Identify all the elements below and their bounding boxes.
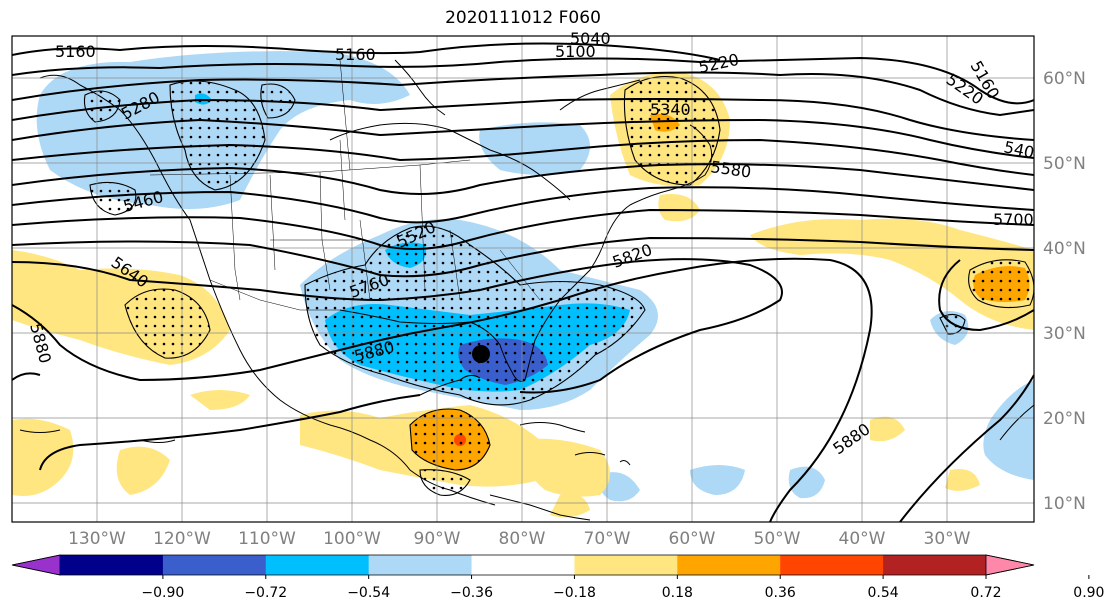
lon-label: 40°W	[839, 529, 886, 549]
lon-label: 30°W	[924, 529, 971, 549]
lon-label: 120°W	[153, 529, 211, 549]
lat-label: 40°N	[1043, 239, 1086, 259]
colorbar-segment	[471, 555, 575, 575]
colorbar-extend-low	[11, 554, 61, 576]
contour-label: 5160	[55, 42, 96, 61]
contour-label: 5040	[570, 29, 611, 48]
lat-label: 60°N	[1043, 69, 1086, 89]
colorbar-tick-label: −0.54	[347, 585, 390, 601]
lon-label: 80°W	[499, 529, 546, 549]
colorbar-tick-label: −0.72	[244, 585, 287, 601]
colorbar-tick-label: −0.90	[141, 585, 184, 601]
colorbar-tick-label: 0.72	[970, 585, 1001, 601]
lat-label: 50°N	[1043, 154, 1086, 174]
colorbar-tick-label: −0.18	[553, 585, 596, 601]
colorbar-tick-label: 0.36	[765, 585, 796, 601]
colorbar-segment	[574, 555, 678, 575]
lon-label: 130°W	[68, 529, 126, 549]
lat-label: 10°N	[1043, 494, 1086, 514]
map-title: 2020111012 F060	[445, 8, 601, 28]
contour-label: 5160	[335, 45, 376, 64]
colorbar-tick-label: 0.18	[662, 585, 693, 601]
colorbar-tick-label: 0.54	[868, 585, 899, 601]
lon-label: 70°W	[584, 529, 631, 549]
contour-label: 5100	[555, 42, 596, 61]
colorbar: −0.90 −0.72 −0.54 −0.36 −0.18 0.18 0.36 0.54 0.7…	[11, 554, 1104, 601]
lon-label: 60°W	[669, 529, 716, 549]
contour-label: 5700	[993, 210, 1034, 229]
colorbar-extend-high	[985, 554, 1035, 576]
contour-label: 5340	[650, 100, 691, 119]
lon-label: 100°W	[323, 529, 381, 549]
colorbar-tick-label: −0.36	[450, 585, 493, 601]
colorbar-segment	[265, 555, 370, 575]
lon-label: 50°W	[754, 529, 801, 549]
colorbar-outline	[11, 554, 1035, 576]
height-contours	[12, 42, 1034, 522]
lat-label: 30°N	[1043, 324, 1086, 344]
longitude-labels: 130°W 120°W 110°W 100°W 90°W 80°W 70°W 6…	[68, 529, 971, 549]
lat-label: 20°N	[1043, 409, 1086, 429]
colorbar-segment	[883, 555, 987, 575]
colorbar-segment	[60, 555, 164, 575]
latitude-labels: 60°N 50°N 40°N 30°N 20°N 10°N	[1043, 69, 1086, 514]
colorbar-segment	[780, 555, 884, 575]
map-frame	[11, 35, 1035, 523]
center-point-marker	[472, 345, 490, 363]
lon-label: 110°W	[238, 529, 296, 549]
colorbar-segment	[677, 555, 781, 575]
graticule	[12, 36, 1034, 522]
colorbar-tick-label: 0.90	[1073, 585, 1104, 601]
colorbar-segment	[368, 555, 473, 575]
lon-label: 90°W	[414, 529, 461, 549]
colorbar-segment	[162, 555, 267, 575]
